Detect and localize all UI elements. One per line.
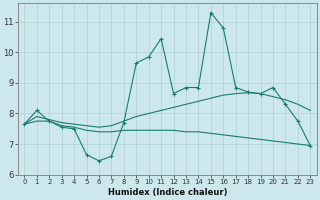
X-axis label: Humidex (Indice chaleur): Humidex (Indice chaleur)	[108, 188, 227, 197]
